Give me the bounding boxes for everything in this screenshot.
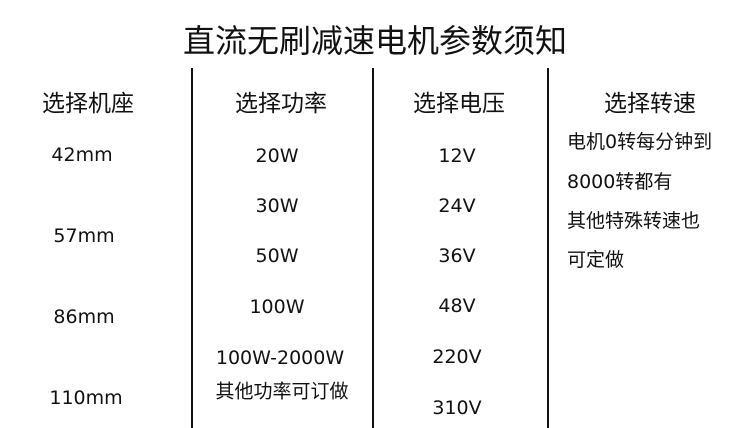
frame-size-item: 86mm	[53, 306, 115, 328]
voltage-item: 36V	[438, 245, 476, 267]
voltage-item: 48V	[438, 295, 476, 317]
voltage-item: 12V	[438, 145, 476, 167]
speed-note-line: 8000转都有	[567, 171, 673, 193]
header-power: 选择功率	[235, 91, 327, 117]
power-item: 30W	[255, 195, 299, 217]
voltage-item: 24V	[438, 195, 476, 217]
power-item: 100W-2000W	[215, 347, 345, 369]
frame-size-item: 110mm	[49, 387, 123, 409]
speed-note-line: 其他特殊转速也	[567, 210, 701, 232]
page-title: 直流无刷减速电机参数须知	[182, 22, 567, 60]
power-item: 20W	[255, 145, 299, 167]
speed-note-line: 可定做	[567, 249, 625, 271]
frame-size-item: 42mm	[51, 144, 113, 166]
power-item: 其他功率可订做	[215, 380, 349, 403]
frame-size-item: 57mm	[53, 225, 115, 247]
voltage-item: 310V	[432, 397, 482, 419]
speed-note-line: 电机0转每分钟到	[567, 131, 713, 153]
column-divider	[372, 68, 374, 428]
header-frame-size: 选择机座	[42, 91, 134, 117]
column-divider	[191, 68, 193, 428]
power-item: 50W	[255, 245, 299, 267]
header-speed: 选择转速	[604, 91, 696, 117]
column-divider	[547, 68, 549, 428]
header-voltage: 选择电压	[413, 91, 505, 117]
voltage-item: 220V	[432, 346, 482, 368]
power-item: 100W	[249, 296, 305, 318]
